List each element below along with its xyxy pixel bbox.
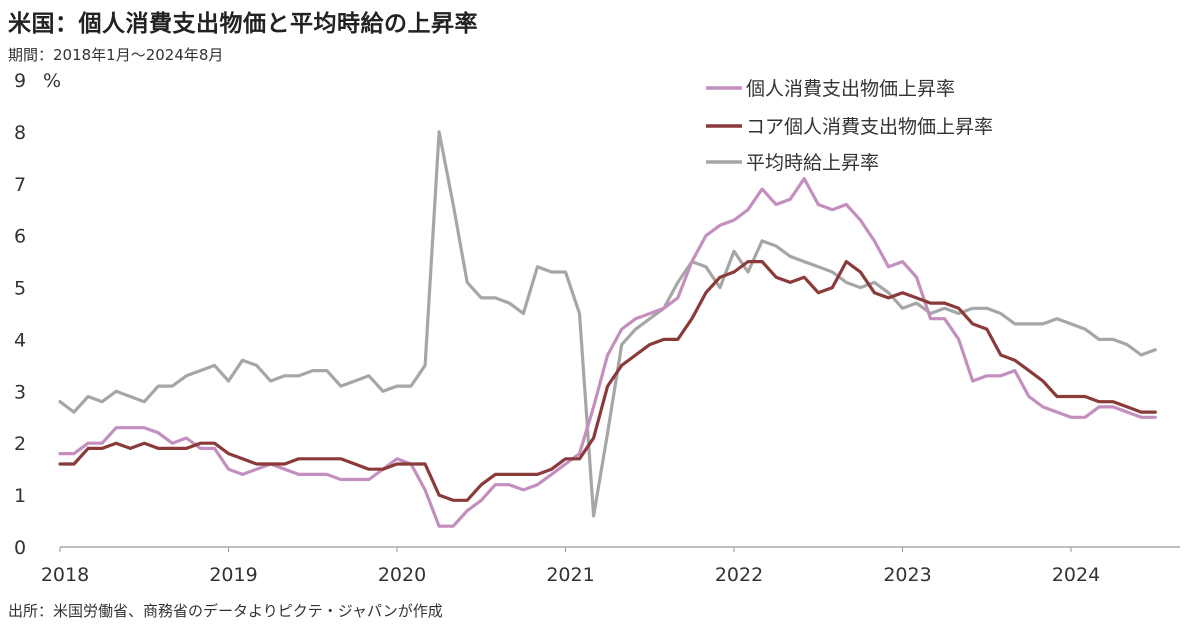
chart-title: 米国：個人消費支出物価と平均時給の上昇率 (8, 11, 478, 37)
y-tick-label: 7 (14, 174, 26, 196)
series-line-1 (58, 260, 1157, 502)
legend-label: 平均時給上昇率 (746, 152, 879, 174)
y-tick-label: 5 (14, 278, 26, 300)
x-tick-label: 2024 (1052, 564, 1100, 586)
series-line-0 (58, 177, 1157, 528)
legend-label: コア個人消費支出物価上昇率 (746, 116, 993, 138)
x-tick-label: 2022 (715, 564, 763, 586)
y-tick-label: 9 (14, 70, 26, 92)
x-tick-label: 2018 (41, 564, 89, 586)
legend-label: 個人消費支出物価上昇率 (746, 78, 955, 100)
y-tick-label: 8 (14, 122, 26, 144)
chart-subtitle: 期間：2018年1月～2024年8月 (8, 46, 224, 64)
x-tick-label: 2019 (209, 564, 257, 586)
source-note: 出所：米国労働省、商務省のデータよりピクテ・ジャパンが作成 (8, 602, 443, 620)
y-tick-label: 6 (14, 226, 26, 248)
y-tick-label: 3 (14, 381, 26, 403)
series-line-2 (58, 130, 1157, 518)
y-unit-label: % (43, 70, 61, 92)
x-tick-label: 2020 (378, 564, 426, 586)
y-tick-label: 1 (14, 485, 26, 507)
x-tick-label: 2023 (883, 564, 931, 586)
y-tick-label: 4 (14, 329, 26, 351)
y-tick-label: 2 (14, 433, 26, 455)
x-tick-label: 2021 (546, 564, 594, 586)
y-tick-label: 0 (14, 537, 26, 559)
